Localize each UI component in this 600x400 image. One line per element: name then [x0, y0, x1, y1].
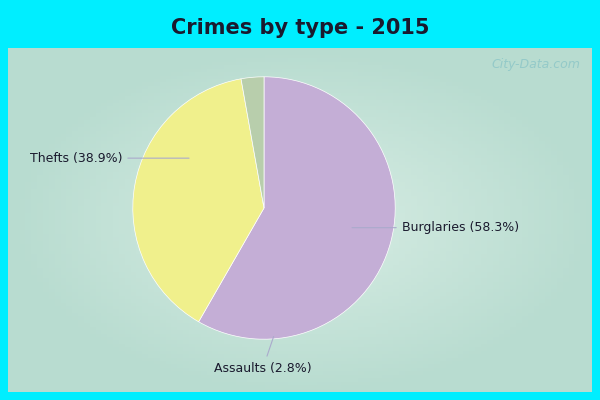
Wedge shape: [241, 77, 264, 208]
Text: Burglaries (58.3%): Burglaries (58.3%): [352, 221, 519, 234]
Text: Thefts (38.9%): Thefts (38.9%): [30, 152, 189, 165]
Text: City-Data.com: City-Data.com: [491, 58, 580, 71]
Wedge shape: [133, 79, 264, 322]
Text: Assaults (2.8%): Assaults (2.8%): [214, 336, 312, 374]
Text: Crimes by type - 2015: Crimes by type - 2015: [171, 18, 429, 38]
Wedge shape: [199, 77, 395, 339]
